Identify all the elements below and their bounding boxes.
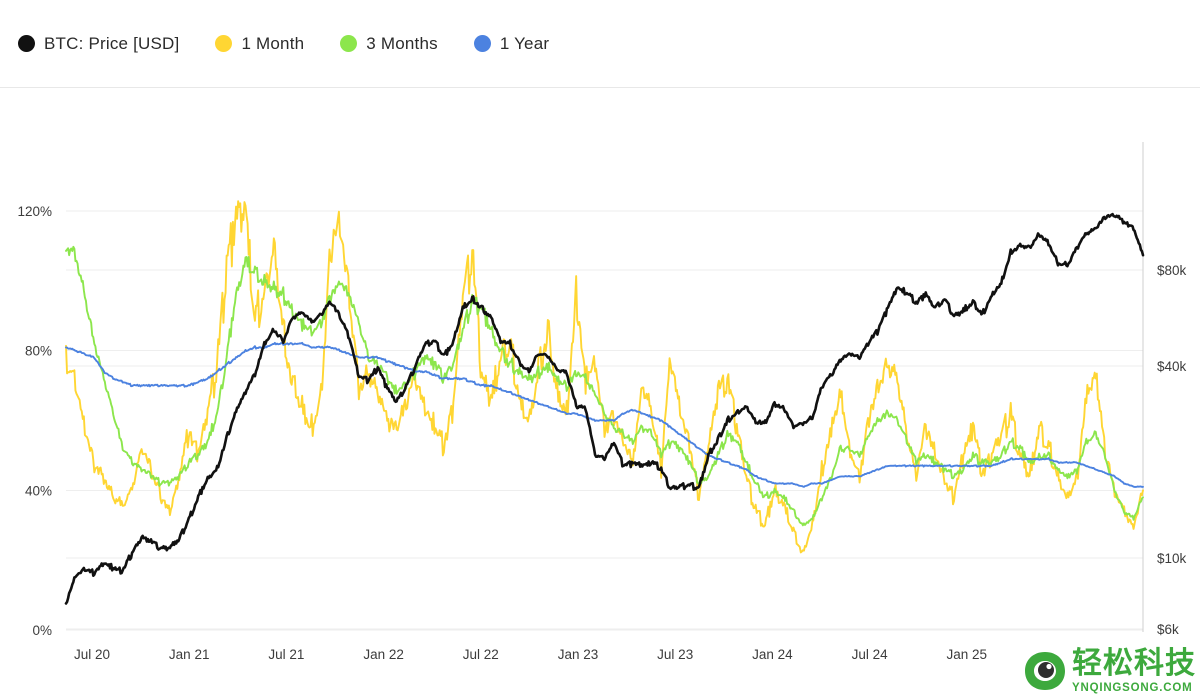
y-axis-left-tick: 40% — [25, 483, 52, 498]
legend-item-0[interactable]: BTC: Price [USD] — [18, 34, 179, 54]
legend-item-1[interactable]: 1 Month — [215, 34, 304, 54]
y-axis-left-tick: 120% — [17, 204, 52, 219]
y-axis-right-tick: $80k — [1157, 263, 1187, 278]
x-axis-tick: Jul 22 — [463, 647, 499, 662]
y-axis-left-tick: 0% — [32, 623, 52, 638]
y-axis-right-tick: $6k — [1157, 622, 1179, 637]
legend-dot-icon — [18, 35, 35, 52]
x-axis-tick: Jul 24 — [852, 647, 889, 662]
legend-dot-icon — [215, 35, 233, 52]
series-line-btc-price-usd — [64, 212, 1145, 605]
series-line-1-year — [65, 341, 1144, 488]
legend-item-label: 1 Year — [499, 33, 550, 53]
chart-container: 0% 40% 80% 120% $6k $10k $40k $80k Jul 20 Jan 21 J… — [0, 88, 1200, 698]
x-axis-tick: Jul 21 — [268, 647, 304, 662]
legend-item-label: BTC: Price [USD] — [44, 33, 180, 53]
x-axis-tick: Jul 20 — [74, 647, 110, 662]
legend-item-3[interactable]: 1 Year — [473, 33, 550, 54]
x-axis-tick: Jan 23 — [558, 647, 599, 662]
x-axis-tick: Jul 23 — [657, 647, 693, 662]
legend-item-label: 3 Months — [366, 33, 438, 53]
y-axis-left-tick: 80% — [25, 344, 52, 359]
legend-dot-icon — [473, 35, 491, 52]
chart-legend: BTC: Price [USD] 1 Month 3 Months 1 Year — [0, 0, 1200, 88]
x-axis-tick: Jan 24 — [752, 647, 793, 662]
legend-item-2[interactable]: 3 Months — [340, 34, 438, 54]
legend-dot-icon — [340, 35, 358, 52]
chart-svg: 0% 40% 80% 120% $6k $10k $40k $80k Jul 20 Jan 21 J… — [17, 142, 1187, 662]
series-line-3-months — [65, 245, 1144, 527]
x-axis-tick: Jan 21 — [169, 647, 210, 662]
x-axis-tick: Jan 25 — [947, 647, 988, 662]
y-axis-right-tick: $40k — [1157, 359, 1187, 374]
legend-item-label: 1 Month — [241, 33, 305, 53]
x-axis-tick: Jan 22 — [363, 647, 404, 662]
series-line-1-month — [65, 200, 1144, 554]
y-axis-right-tick: $10k — [1157, 551, 1187, 566]
